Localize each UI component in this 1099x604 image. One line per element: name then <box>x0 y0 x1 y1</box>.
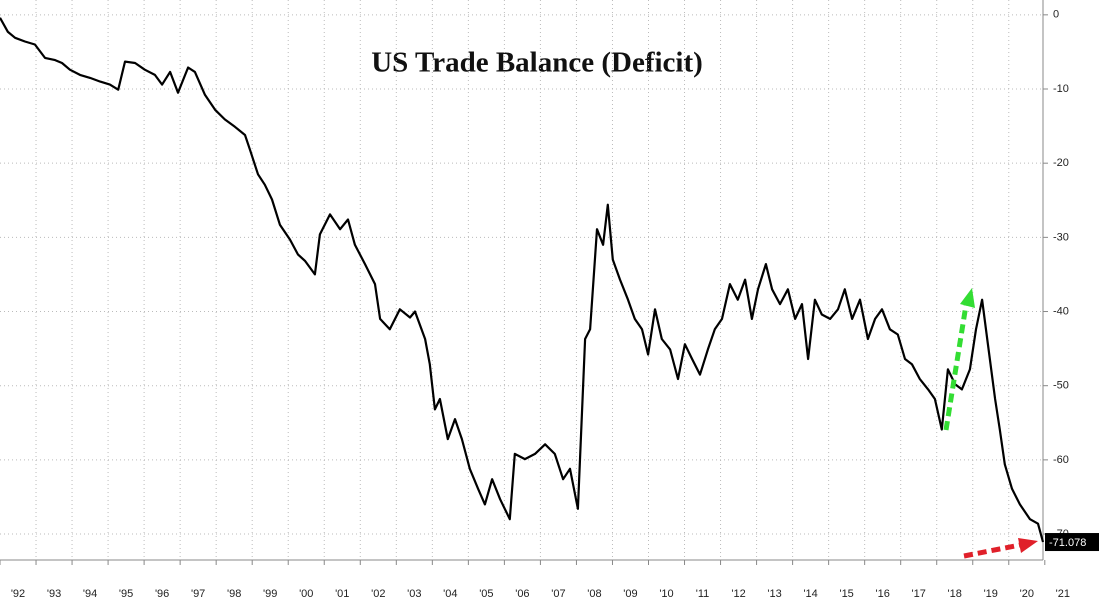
x-tick-label: '06 <box>515 588 529 600</box>
x-tick-label: '19 <box>984 588 998 600</box>
x-tick-label: '95 <box>119 588 133 600</box>
y-tick-label: -50 <box>1053 380 1069 392</box>
y-tick-label: 0 <box>1053 9 1059 21</box>
x-tick-label: '02 <box>371 588 385 600</box>
x-tick-label: '11 <box>696 588 710 600</box>
x-tick-label: '01 <box>335 588 349 600</box>
x-tick-label: '09 <box>623 588 637 600</box>
y-tick-label: -40 <box>1053 305 1069 317</box>
x-tick-label: '10 <box>659 588 673 600</box>
y-tick-label: -10 <box>1053 83 1069 95</box>
x-tick-label: '05 <box>479 588 493 600</box>
x-tick-label: '92 <box>11 588 25 600</box>
chart-title: US Trade Balance (Deficit) <box>371 47 703 79</box>
grid: '92 '93 '94 '95 '96 '97 '98 '99 '00 '01 '02 '03 '04 '… <box>0 0 1070 600</box>
last-value-box <box>1045 533 1099 552</box>
green-arrow <box>943 288 975 431</box>
x-tick-label: '00 <box>299 588 313 600</box>
y-tick-label: -60 <box>1053 454 1069 466</box>
line <box>0 17 1045 543</box>
x-tick-label: '14 <box>803 588 817 600</box>
x-tick-label: '97 <box>191 588 205 600</box>
x-tick-label: '17 <box>912 588 926 600</box>
y-tick-label: -30 <box>1053 231 1069 243</box>
red-arrow <box>963 538 1038 559</box>
x-tick-label: '18 <box>948 588 962 600</box>
x-tick-label: '08 <box>587 588 601 600</box>
x-tick-label: '20 <box>1020 588 1034 600</box>
x-tick-label: '07 <box>551 588 565 600</box>
marks: -71.078 <box>0 17 1099 552</box>
x-tick-label: '15 <box>839 588 853 600</box>
x-tick-label: '13 <box>767 588 781 600</box>
y-tick-label: -20 <box>1053 157 1069 169</box>
x-tick-label: '94 <box>83 588 97 600</box>
x-tick-label: '04 <box>443 588 457 600</box>
x-tick-label: '93 <box>47 588 61 600</box>
x-tick-label: '16 <box>876 588 890 600</box>
x-tick-label: '99 <box>263 588 277 600</box>
x-tick-label: '98 <box>227 588 241 600</box>
x-tick-label: '21 <box>1056 588 1070 600</box>
x-tick-label: '12 <box>731 588 745 600</box>
x-tick-label: '03 <box>407 588 421 600</box>
last-value-label: -71.078 <box>1049 537 1086 549</box>
x-tick-label: '96 <box>155 588 169 600</box>
